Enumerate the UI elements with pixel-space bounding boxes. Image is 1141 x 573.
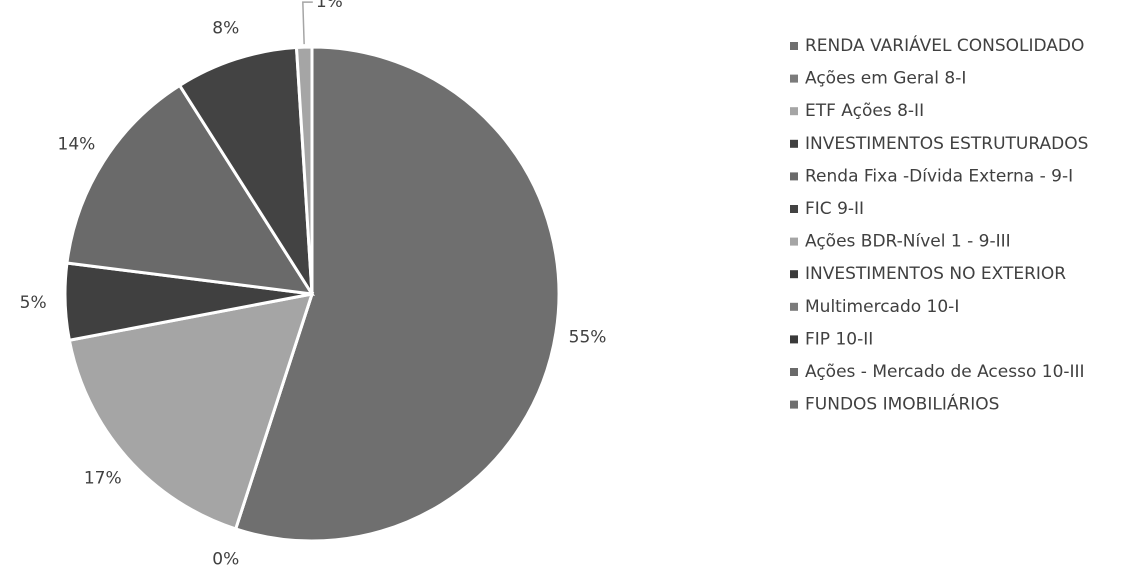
data-label-unit: %	[79, 135, 95, 155]
pie-slice	[67, 292, 315, 531]
legend-swatch	[790, 205, 798, 213]
data-label: 1%	[316, 0, 343, 12]
data-label-unit: %	[223, 549, 239, 569]
data-label-value: 8	[212, 19, 223, 39]
pie-slice	[177, 45, 314, 295]
legend-swatch	[790, 139, 798, 148]
legend-label: Ações - Mercado de Acesso 10-III	[805, 362, 1085, 382]
data-label-unit: %	[327, 0, 343, 12]
data-label-value: 5	[20, 293, 31, 313]
data-label: 5%	[20, 293, 47, 313]
legend-label: INVESTIMENTOS NO EXTERIOR	[805, 264, 1066, 284]
legend-swatch	[790, 237, 798, 246]
data-label-value: 0	[212, 549, 223, 569]
legend-label: Multimercado 10-I	[805, 297, 959, 317]
legend-swatch	[790, 302, 798, 311]
legend-swatch	[790, 335, 798, 344]
data-label-value: 55	[569, 328, 591, 348]
legend-swatch	[790, 368, 798, 376]
data-label-unit: %	[590, 328, 606, 348]
legend-swatch	[790, 107, 798, 116]
legend-swatch	[790, 74, 798, 83]
data-label-value: 14	[58, 135, 80, 155]
pie-slice	[233, 45, 561, 543]
data-label-value: 1	[316, 0, 327, 12]
legend-swatch	[790, 42, 798, 50]
pie-slice	[65, 83, 315, 296]
legend-label: FUNDOS IMOBILIÁRIOS	[805, 393, 999, 415]
data-label: 8%	[212, 19, 239, 39]
data-label: 0%	[212, 549, 239, 569]
pie-slice	[294, 45, 314, 295]
legend-label: Ações BDR-Nível 1 - 9-III	[805, 232, 1011, 252]
legend-label: FIP 10-II	[805, 329, 873, 349]
legend-label: RENDA VARIÁVEL CONSOLIDADO	[805, 34, 1084, 56]
legend-label: Renda Fixa -Dívida Externa - 9-I	[805, 166, 1073, 186]
legend-label: INVESTIMENTOS ESTRUTURADOS	[805, 134, 1088, 154]
data-label: 55%	[569, 328, 607, 348]
legend-swatch	[790, 270, 798, 279]
data-label: 14%	[58, 135, 96, 155]
legend-label: Ações em Geral 8-I	[805, 69, 966, 89]
legend-swatch	[790, 400, 798, 409]
legend-swatch	[790, 172, 798, 181]
legend-label: ETF Ações 8-II	[805, 101, 924, 121]
legend-label: FIC 9-II	[805, 199, 864, 219]
data-label-unit: %	[30, 293, 46, 313]
data-label-unit: %	[223, 19, 239, 39]
leader-line	[302, 1, 313, 45]
data-label: 17%	[84, 469, 122, 489]
data-label-value: 17	[84, 469, 106, 489]
data-label-unit: %	[105, 469, 121, 489]
